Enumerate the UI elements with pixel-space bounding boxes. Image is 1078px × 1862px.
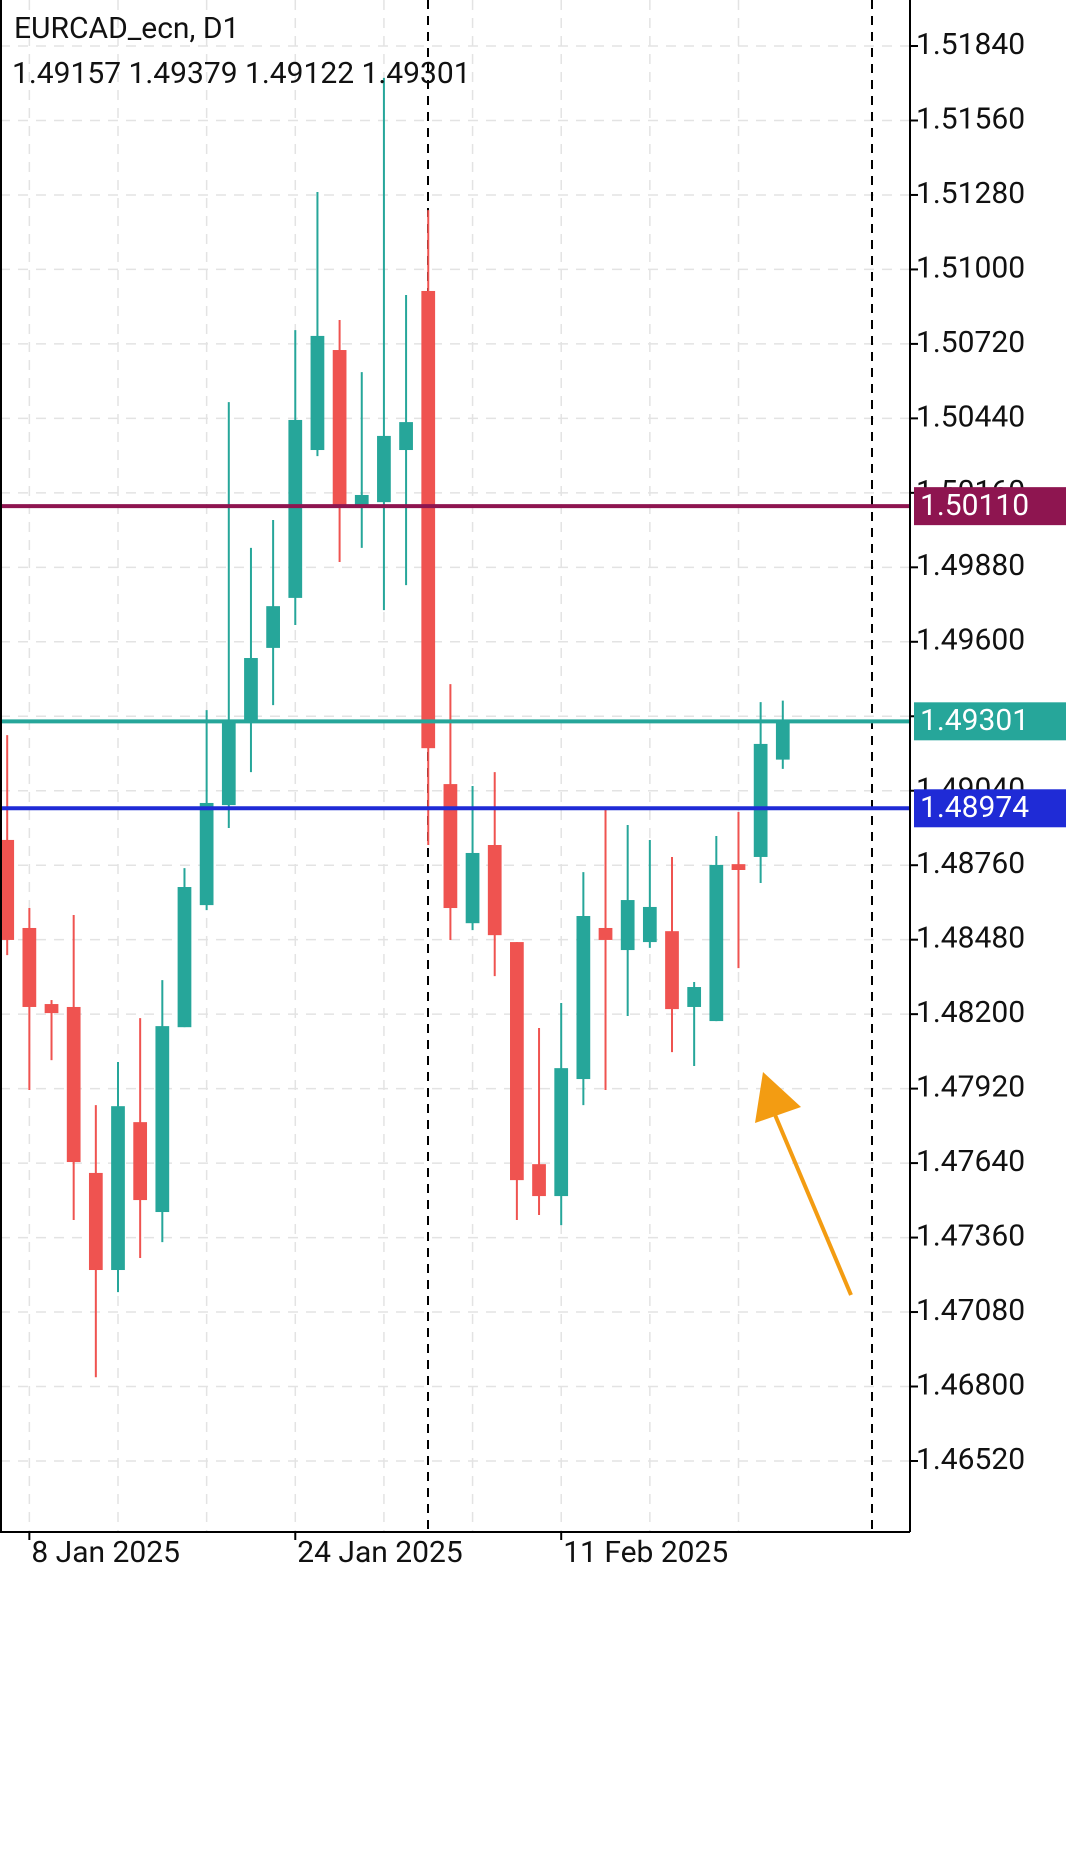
candle-body	[244, 658, 258, 723]
candle-body	[510, 942, 524, 1181]
price-level-box	[914, 702, 1066, 741]
candle-body	[22, 927, 37, 1007]
y-tick-label: 1.47640	[916, 1144, 1025, 1179]
candle-body	[377, 435, 391, 503]
y-tick-label: 1.47360	[916, 1218, 1025, 1253]
candle-body	[598, 927, 613, 940]
candle-body	[731, 864, 746, 870]
candle-body	[155, 1026, 170, 1213]
price-level-box	[914, 487, 1066, 526]
candle-body	[221, 722, 236, 806]
price-level-label: 1.49301	[920, 703, 1029, 738]
y-tick-label: 1.48760	[916, 846, 1025, 881]
y-tick-label: 1.51840	[916, 27, 1025, 62]
candle-layer	[0, 77, 790, 1378]
y-tick-label: 1.51280	[916, 176, 1025, 211]
candle-body	[354, 494, 369, 506]
candle-body	[133, 1122, 148, 1201]
x-tick-label: 8 Jan 2025	[31, 1535, 180, 1570]
ohlc-readout: 1.49157 1.49379 1.49122 1.49301	[12, 56, 471, 91]
candle-body	[266, 606, 280, 648]
candle-body	[487, 844, 502, 936]
y-tick-label: 1.46800	[916, 1367, 1025, 1402]
y-tick-label: 1.51000	[916, 250, 1025, 285]
chart-title: EURCAD_ecn, D1	[14, 11, 239, 46]
candle-body	[332, 350, 347, 506]
candle-body	[66, 1006, 81, 1163]
y-tick-label: 1.47920	[916, 1070, 1025, 1105]
candle-body	[111, 1106, 125, 1271]
level-layer	[0, 504, 910, 811]
y-tick-label: 1.50720	[916, 325, 1025, 360]
candle-body	[687, 987, 702, 1007]
arrow-head	[755, 1072, 801, 1123]
y-tick-label: 1.51560	[916, 101, 1025, 136]
candle-body	[0, 839, 15, 940]
candle-body	[421, 290, 436, 749]
x-tick-label: 24 Jan 2025	[297, 1535, 462, 1570]
candle-body	[620, 900, 635, 951]
candle-body	[310, 335, 325, 451]
price-level-box	[914, 789, 1066, 828]
grid-layer	[0, 0, 910, 1532]
candle-body	[465, 852, 480, 924]
candle-body	[642, 906, 657, 943]
candle-body	[554, 1068, 569, 1197]
x-tick-label: 11 Feb 2025	[563, 1535, 728, 1570]
candle-body	[775, 721, 790, 760]
candle-body	[199, 802, 214, 906]
arrow-shaft	[768, 1102, 853, 1296]
candle-body	[443, 784, 458, 909]
candle-body	[709, 864, 724, 1022]
candle-body	[44, 1004, 59, 1014]
y-tick-label: 1.47080	[916, 1293, 1025, 1328]
candle-body	[665, 931, 679, 1010]
y-tick-label: 1.46520	[916, 1442, 1025, 1477]
price-level-label: 1.48974	[920, 790, 1029, 825]
candle-body	[288, 419, 303, 598]
y-tick-label: 1.49880	[916, 548, 1025, 583]
price-level-label: 1.50110	[920, 488, 1029, 523]
candle-body	[399, 422, 413, 451]
candle-body	[753, 743, 768, 857]
y-tick-label: 1.50440	[916, 399, 1025, 434]
candle-body	[532, 1164, 546, 1197]
candle-body	[177, 887, 192, 1028]
y-tick-label: 1.49600	[916, 623, 1025, 658]
y-tick-label: 1.48200	[916, 995, 1025, 1030]
candle-body	[88, 1172, 103, 1271]
y-tick-label: 1.48480	[916, 921, 1025, 956]
candle-body	[576, 916, 591, 1080]
